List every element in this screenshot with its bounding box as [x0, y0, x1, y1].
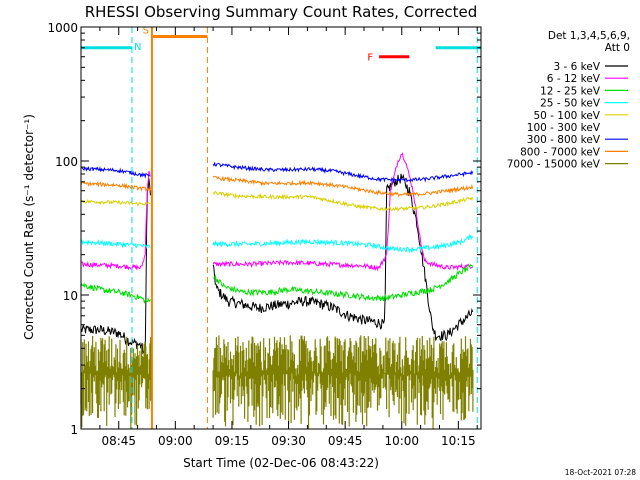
x-tick-label: 10:00	[384, 434, 419, 448]
plot-frame	[80, 26, 482, 430]
series-12-25kev	[212, 263, 474, 302]
series-6-12kev	[80, 170, 151, 271]
legend-label: 300 - 800 keV	[527, 134, 601, 146]
series-layer	[80, 152, 474, 429]
series-12-25kev	[80, 282, 151, 304]
night-label: N	[134, 42, 141, 53]
y-tick-label: 10	[63, 289, 78, 303]
series-6-12kev	[212, 152, 473, 272]
series-3-6kev	[80, 178, 151, 356]
y-tick-label: 1000	[47, 21, 78, 35]
series-3-6kev	[212, 173, 474, 342]
x-tick-label: 10:15	[441, 434, 476, 448]
series-800-7000kev	[80, 181, 151, 192]
plot-area: SN F	[80, 25, 482, 430]
chart-title: RHESSI Observing Summary Count Rates, Co…	[85, 3, 478, 21]
y-tick-label: 100	[55, 155, 78, 169]
x-tick-label: 09:30	[271, 434, 306, 448]
series-800-7000kev	[212, 175, 474, 198]
legend-label: 7000 - 15000 keV	[507, 159, 601, 171]
series-50-100kev	[80, 198, 151, 206]
series-300-800kev	[212, 162, 474, 184]
status-markers: SN F	[81, 25, 481, 429]
legend-label: 6 - 12 keV	[547, 73, 601, 85]
series-25-50kev	[212, 234, 474, 254]
y-tick-label: 1	[70, 423, 78, 437]
saa-label: S	[143, 25, 149, 36]
legend-label: 100 - 300 keV	[527, 122, 601, 134]
legend-label: 800 - 7000 keV	[520, 146, 601, 158]
series-50-100kev	[212, 190, 474, 212]
legend-header-line1: Det 1,3,4,5,6,9,	[548, 30, 630, 42]
legend-header-line2: Att 0	[605, 42, 630, 54]
legend-label: 50 - 100 keV	[533, 110, 600, 122]
series-25-50kev	[80, 239, 151, 250]
x-axis: 08:45 09:00 09:15 09:30 09:45 10:00 10:15	[99, 27, 478, 448]
series-7000-15000-kev	[80, 336, 152, 429]
x-axis-label: Start Time (02-Dec-06 08:43:22)	[183, 456, 379, 470]
x-tick-label: 09:15	[215, 434, 250, 448]
series-300-800kev	[80, 165, 151, 179]
x-tick-label: 09:45	[328, 434, 363, 448]
x-tick-label: 09:00	[158, 434, 193, 448]
legend-label: 3 - 6 keV	[553, 61, 600, 73]
legend-label: 12 - 25 keV	[540, 85, 601, 97]
y-axis-label: Corrected Count Rate (s⁻¹ detector⁻¹)	[22, 114, 36, 340]
x-tick-label: 08:45	[101, 434, 136, 448]
series-7000-15000-kev	[212, 335, 474, 429]
footer-date: 18-Oct-2021 07:28	[565, 468, 636, 477]
flare-label: F	[367, 53, 373, 64]
y-axis: 1 10 100 1000	[47, 21, 481, 437]
legend-label: 25 - 50 keV	[540, 98, 601, 110]
